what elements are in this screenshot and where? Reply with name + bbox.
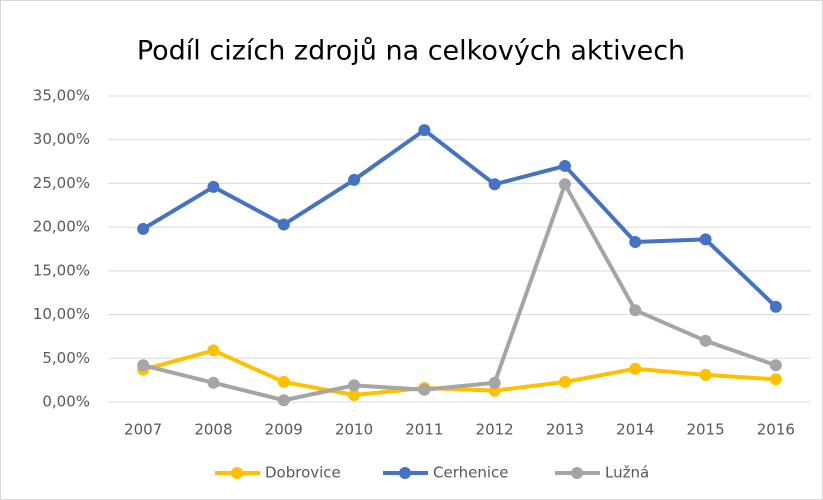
series-marker — [629, 236, 642, 249]
series-marker — [769, 359, 782, 372]
series-marker — [137, 359, 150, 372]
x-tick-label: 2015 — [686, 421, 724, 439]
x-tick-label: 2007 — [124, 421, 162, 439]
series-line — [142, 348, 776, 398]
series-marker — [277, 375, 290, 388]
y-tick-label: 30,00% — [33, 130, 90, 148]
y-tick-label: 35,00% — [33, 87, 90, 105]
x-tick-label: 2014 — [616, 421, 654, 439]
series-line — [142, 128, 778, 309]
series-marker — [629, 304, 642, 317]
series-marker — [418, 124, 431, 137]
y-tick-label: 5,00% — [42, 349, 90, 367]
y-tick-label: 15,00% — [33, 261, 90, 279]
y-tick-label: 25,00% — [33, 174, 90, 192]
series-marker — [558, 375, 571, 388]
x-tick-label: 2016 — [757, 421, 795, 439]
series-marker — [277, 394, 290, 407]
series-marker — [348, 389, 361, 402]
series-line — [142, 182, 777, 403]
legend-marker — [571, 467, 583, 479]
series-marker — [207, 180, 220, 193]
x-tick-label: 2009 — [265, 421, 303, 439]
series-marker — [348, 173, 361, 186]
series-marker — [629, 362, 642, 375]
y-tick-label: 10,00% — [33, 305, 90, 323]
chart-title: Podíl cizích zdrojů na celkových aktivec… — [137, 36, 685, 67]
series-marker — [699, 368, 712, 381]
x-tick-label: 2010 — [335, 421, 373, 439]
series-marker — [488, 376, 501, 389]
series-marker — [207, 376, 220, 389]
series-marker — [137, 222, 150, 235]
legend-label: Cerhenice — [433, 464, 509, 482]
series-marker — [699, 334, 712, 347]
series-marker — [418, 383, 431, 396]
legend-label: Lužná — [605, 464, 649, 482]
series-marker — [277, 218, 290, 231]
series-marker — [348, 379, 361, 392]
x-tick-label: 2012 — [476, 421, 514, 439]
series-marker — [769, 300, 782, 313]
x-tick-label: 2013 — [546, 421, 584, 439]
y-tick-label: 0,00% — [42, 393, 90, 411]
legend-marker — [231, 467, 243, 479]
y-tick-label: 20,00% — [33, 218, 90, 236]
series-marker — [488, 178, 501, 191]
series-marker — [769, 373, 782, 386]
x-tick-label: 2011 — [405, 421, 443, 439]
series-marker — [558, 159, 571, 172]
series-marker — [558, 178, 571, 191]
series-marker — [699, 233, 712, 246]
legend-label: Dobrovice — [265, 464, 341, 482]
x-tick-label: 2008 — [194, 421, 232, 439]
series-marker — [207, 344, 220, 357]
legend-marker — [399, 467, 411, 479]
